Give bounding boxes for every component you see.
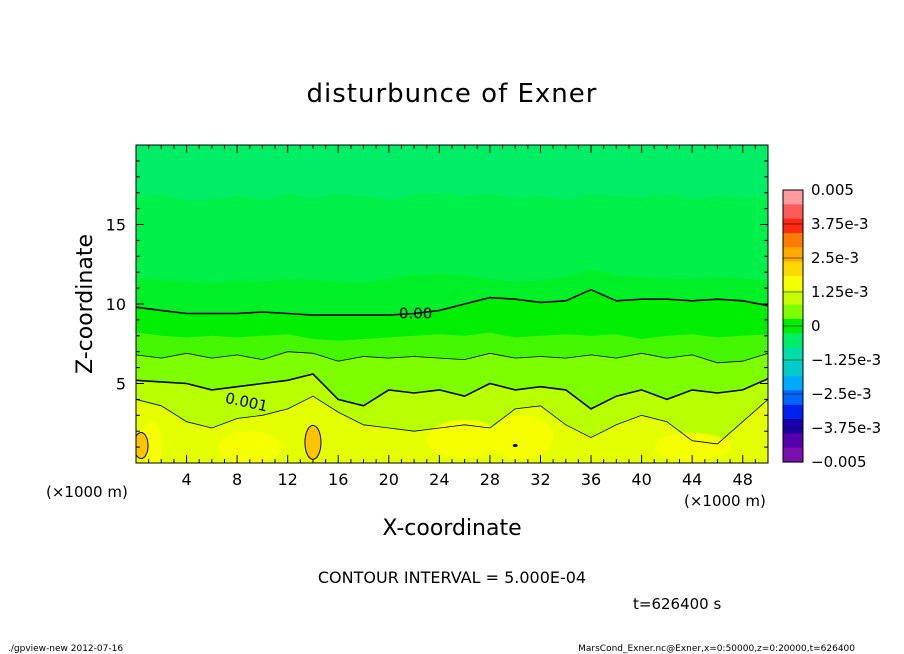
x-tick-label: 12 bbox=[278, 470, 298, 489]
colorbar-swatch bbox=[783, 447, 803, 463]
colorbar: 0.005 3.75e-3 2.5e-3 1.25e-3 0 −1.25e-3 −2.5e-… bbox=[782, 181, 881, 471]
contour-thin-1 bbox=[136, 351, 768, 364]
contour-label-zero: 0.00 bbox=[399, 304, 432, 322]
x-axis-label: X-coordinate bbox=[382, 516, 521, 541]
field-cell-edge bbox=[136, 432, 149, 460]
x-axis: 4 8 12 16 20 24 28 32 36 40 44 48 bbox=[135, 145, 769, 489]
chart-title: disturbunce of Exner bbox=[307, 79, 598, 109]
field-cell-dot bbox=[512, 444, 518, 448]
colorbar-tick-label: 3.75e-3 bbox=[811, 215, 869, 233]
field-cell-max bbox=[304, 424, 322, 460]
field-pocket-4 bbox=[654, 432, 731, 462]
colorbar-tick-label: −2.5e-3 bbox=[811, 385, 872, 403]
x-unit-left: (×1000 m) bbox=[46, 483, 128, 501]
colorbar-tick-label: −0.005 bbox=[811, 453, 867, 471]
colorbar-tick-label: −1.25e-3 bbox=[811, 351, 881, 369]
colorbar-swatch bbox=[783, 419, 803, 434]
contour-interval: CONTOUR INTERVAL = 5.000E-04 bbox=[318, 568, 586, 587]
colorbar-swatch bbox=[783, 390, 803, 406]
colorbar-swatch bbox=[783, 290, 803, 306]
colorbar-tick-label: −3.75e-3 bbox=[811, 419, 881, 437]
colorbar-swatch bbox=[783, 361, 803, 377]
colorbar-swatch bbox=[783, 433, 803, 449]
colorbar-swatch bbox=[783, 333, 803, 349]
colorbar-swatch bbox=[783, 404, 803, 420]
x-tick-label: 4 bbox=[181, 470, 191, 489]
colorbar-swatch bbox=[783, 376, 803, 392]
field-pocket-3 bbox=[489, 415, 554, 460]
time-stamp: t=626400 s bbox=[633, 595, 721, 613]
colorbar-swatch bbox=[783, 275, 803, 291]
x-unit-right: (×1000 m) bbox=[684, 492, 766, 510]
contour-zero bbox=[136, 288, 768, 316]
footer-left: ./gpview-new 2012-07-16 bbox=[8, 644, 123, 654]
colorbar-tick-label: 2.5e-3 bbox=[811, 249, 859, 267]
colorbar-swatch bbox=[783, 304, 803, 320]
colorbar-tick-label: 0 bbox=[811, 317, 821, 335]
colorbar-swatch bbox=[783, 247, 803, 263]
x-tick-label: 36 bbox=[581, 470, 601, 489]
x-tick-label: 40 bbox=[631, 470, 651, 489]
contour-001 bbox=[136, 373, 768, 410]
colorbar-swatch bbox=[783, 347, 803, 363]
x-tick-label: 32 bbox=[530, 470, 550, 489]
x-tick-label: 28 bbox=[480, 470, 500, 489]
colorbar-swatch bbox=[783, 204, 803, 220]
x-tick-label: 48 bbox=[733, 470, 753, 489]
x-tick-label: 8 bbox=[232, 470, 242, 489]
x-tick-label: 20 bbox=[379, 470, 399, 489]
contour-thin-2 bbox=[136, 395, 768, 445]
colorbar-swatch bbox=[783, 190, 803, 205]
x-tick-label: 44 bbox=[682, 470, 702, 489]
y-axis: 5 10 15 bbox=[106, 144, 768, 464]
field-pocket-1 bbox=[218, 431, 282, 463]
y-axis-label: Z-coordinate bbox=[73, 234, 98, 374]
colorbar-swatch bbox=[783, 261, 803, 277]
x-tick-label: 16 bbox=[328, 470, 348, 489]
colorbar-swatch bbox=[783, 218, 803, 234]
footer-right: MarsCond_Exner.nc@Exner,x=0:50000,z=0:20… bbox=[578, 644, 855, 654]
plot-area: 0.000.001 bbox=[136, 145, 768, 463]
y-tick-label: 5 bbox=[116, 375, 126, 394]
y-tick-label: 15 bbox=[106, 216, 126, 235]
x-tick-label: 24 bbox=[429, 470, 449, 489]
y-tick-label: 10 bbox=[106, 295, 126, 314]
colorbar-tick-label: 0.005 bbox=[811, 181, 854, 199]
colorbar-tick-label: 1.25e-3 bbox=[811, 283, 869, 301]
field-pocket-2 bbox=[426, 420, 503, 459]
colorbar-swatch bbox=[783, 232, 803, 248]
